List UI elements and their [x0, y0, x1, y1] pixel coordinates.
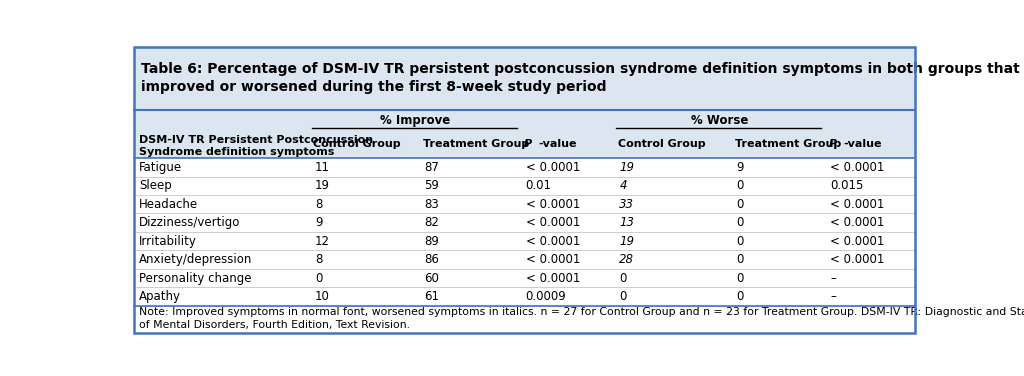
Text: 4: 4	[620, 179, 627, 193]
Text: 86: 86	[424, 253, 439, 266]
Text: 13: 13	[620, 216, 634, 229]
Text: 19: 19	[620, 161, 634, 174]
Text: < 0.0001: < 0.0001	[830, 161, 885, 174]
Text: Irritability: Irritability	[139, 235, 197, 248]
Text: Control Group: Control Group	[617, 139, 706, 149]
Text: < 0.0001: < 0.0001	[525, 235, 580, 248]
Text: 0.01: 0.01	[525, 179, 552, 193]
Text: 19: 19	[314, 179, 330, 193]
Text: 19: 19	[620, 235, 634, 248]
Text: 9: 9	[736, 161, 744, 174]
Text: –: –	[830, 290, 836, 303]
Text: < 0.0001: < 0.0001	[525, 216, 580, 229]
Text: Table 6: Percentage of DSM-IV TR persistent postconcussion syndrome definition s: Table 6: Percentage of DSM-IV TR persist…	[140, 62, 1020, 94]
Text: 0: 0	[736, 216, 743, 229]
Text: 12: 12	[314, 235, 330, 248]
Text: –: –	[830, 271, 836, 285]
Bar	[134, 131, 915, 158]
Text: of Mental Disorders, Fourth Edition, Text Revision.: of Mental Disorders, Fourth Edition, Tex…	[139, 320, 410, 330]
Text: < 0.0001: < 0.0001	[830, 198, 885, 211]
Text: Note: Improved symptoms in normal font, worsened symptoms in italics. n = 27 for: Note: Improved symptoms in normal font, …	[139, 307, 1024, 317]
Text: Anxiety/depression: Anxiety/depression	[139, 253, 253, 266]
Text: 9: 9	[314, 216, 323, 229]
Text: < 0.0001: < 0.0001	[830, 253, 885, 266]
Text: Treatment Group: Treatment Group	[423, 139, 528, 149]
Text: < 0.0001: < 0.0001	[525, 161, 580, 174]
Bar	[134, 306, 915, 333]
Text: 28: 28	[620, 253, 634, 266]
Text: < 0.0001: < 0.0001	[525, 253, 580, 266]
Text: Control Group: Control Group	[313, 139, 400, 149]
Bar	[134, 47, 915, 110]
Text: Personality change: Personality change	[139, 271, 252, 285]
Text: % Improve: % Improve	[380, 114, 451, 127]
Text: 11: 11	[314, 161, 330, 174]
Text: < 0.0001: < 0.0001	[525, 198, 580, 211]
Text: 0: 0	[736, 290, 743, 303]
Text: 0: 0	[736, 253, 743, 266]
Text: P: P	[828, 139, 837, 149]
Text: DSM-IV TR Persistent Postconcussion
Syndrome definition symptoms: DSM-IV TR Persistent Postconcussion Synd…	[139, 135, 373, 157]
Bar	[134, 110, 915, 131]
Text: 60: 60	[424, 271, 439, 285]
Text: 33: 33	[620, 198, 634, 211]
Text: 0: 0	[620, 271, 627, 285]
Text: 61: 61	[424, 290, 439, 303]
Text: Sleep: Sleep	[139, 179, 172, 193]
Text: 0: 0	[736, 198, 743, 211]
Text: 0: 0	[736, 235, 743, 248]
Text: Dizziness/vertigo: Dizziness/vertigo	[139, 216, 241, 229]
Text: Treatment Group: Treatment Group	[735, 139, 841, 149]
Text: 0: 0	[620, 290, 627, 303]
Text: Fatigue: Fatigue	[139, 161, 182, 174]
Text: % Worse: % Worse	[691, 114, 749, 127]
Text: Apathy: Apathy	[139, 290, 181, 303]
Text: Headache: Headache	[139, 198, 199, 211]
Text: -value: -value	[539, 139, 577, 149]
Text: 10: 10	[314, 290, 330, 303]
Text: P: P	[524, 139, 532, 149]
Text: 83: 83	[424, 198, 439, 211]
Text: 8: 8	[314, 198, 323, 211]
Text: 0: 0	[736, 179, 743, 193]
Text: 0: 0	[314, 271, 323, 285]
Text: 87: 87	[424, 161, 439, 174]
Text: 82: 82	[424, 216, 439, 229]
Text: 59: 59	[424, 179, 439, 193]
Text: < 0.0001: < 0.0001	[830, 216, 885, 229]
Text: -value: -value	[843, 139, 882, 149]
Text: 0.0009: 0.0009	[525, 290, 566, 303]
Text: 0: 0	[736, 271, 743, 285]
Text: 8: 8	[314, 253, 323, 266]
Text: 0.015: 0.015	[830, 179, 863, 193]
Text: 89: 89	[424, 235, 439, 248]
Text: < 0.0001: < 0.0001	[830, 235, 885, 248]
Text: < 0.0001: < 0.0001	[525, 271, 580, 285]
